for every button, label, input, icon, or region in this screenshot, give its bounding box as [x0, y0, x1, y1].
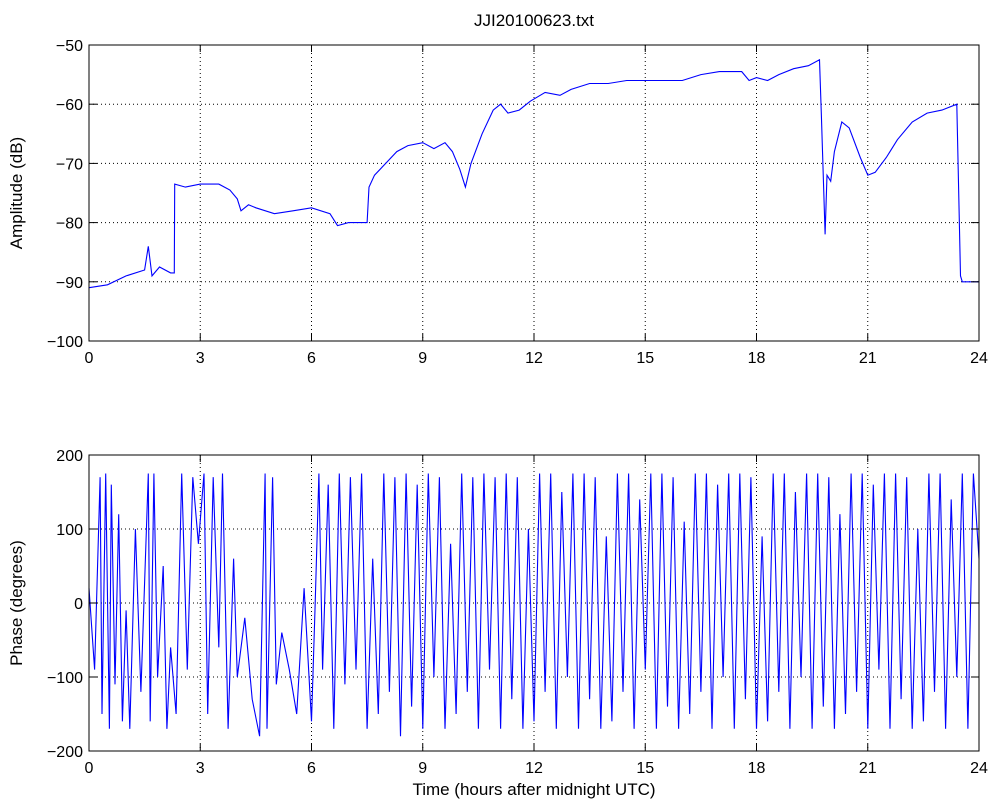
amplitude-x-tick-label: 21: [859, 350, 877, 367]
amplitude-grid: [89, 45, 979, 341]
chart-title: JJI20100623.txt: [474, 11, 594, 30]
amplitude-x-tick-label: 12: [525, 350, 543, 367]
amplitude-ticks: 0 3 6 9 12 15 18 21 24 −100 −90 −80 −70 −60 −50: [47, 38, 988, 367]
phase-x-tick-label: 12: [525, 760, 543, 777]
phase-x-tick-label: 9: [418, 760, 427, 777]
amplitude-y-tick-label: −80: [56, 216, 83, 233]
amplitude-x-tick-label: 0: [85, 350, 94, 367]
phase-x-axis-label: Time (hours after midnight UTC): [412, 780, 655, 799]
amplitude-y-tick-label: −70: [56, 156, 83, 173]
phase-series-line: [88, 473, 980, 737]
phase-x-tick-label: 6: [307, 760, 316, 777]
phase-x-tick-label: 0: [85, 760, 94, 777]
phase-y-tick-label: −200: [47, 744, 83, 761]
phase-y-tick-label: 0: [74, 596, 83, 613]
phase-x-tick-label: 18: [748, 760, 766, 777]
amplitude-x-tick-label: 18: [748, 350, 766, 367]
amplitude-x-tick-label: 24: [970, 350, 988, 367]
amplitude-axes: 0 3 6 9 12 15 18 21 24 −100 −90 −80 −70 −60 −50 Amplit…: [7, 38, 988, 367]
phase-axes: 0 3 6 9 12 15 18 21 24 −200 −100 0 100 200 Phase (deg…: [7, 448, 988, 799]
phase-x-tick-label: 21: [859, 760, 877, 777]
phase-ticks: 0 3 6 9 12 15 18 21 24 −200 −100 0 100 200: [47, 448, 988, 777]
amplitude-x-tick-label: 6: [307, 350, 316, 367]
amplitude-y-tick-label: −100: [47, 334, 83, 351]
amplitude-x-tick-label: 9: [418, 350, 427, 367]
amplitude-y-tick-label: −60: [56, 97, 83, 114]
phase-y-tick-label: 100: [56, 522, 83, 539]
phase-x-tick-label: 15: [636, 760, 654, 777]
phase-x-tick-label: 3: [196, 760, 205, 777]
phase-x-tick-label: 24: [970, 760, 988, 777]
phase-y-tick-label: 200: [56, 448, 83, 465]
phase-y-axis-label: Phase (degrees): [7, 540, 26, 666]
amplitude-y-axis-label: Amplitude (dB): [7, 137, 26, 249]
amplitude-y-tick-label: −90: [56, 275, 83, 292]
amplitude-x-tick-label: 3: [196, 350, 205, 367]
phase-y-tick-label: −100: [47, 670, 83, 687]
amplitude-y-tick-label: −50: [56, 38, 83, 55]
amplitude-x-tick-label: 15: [636, 350, 654, 367]
amplitude-series-line: [88, 58, 979, 289]
